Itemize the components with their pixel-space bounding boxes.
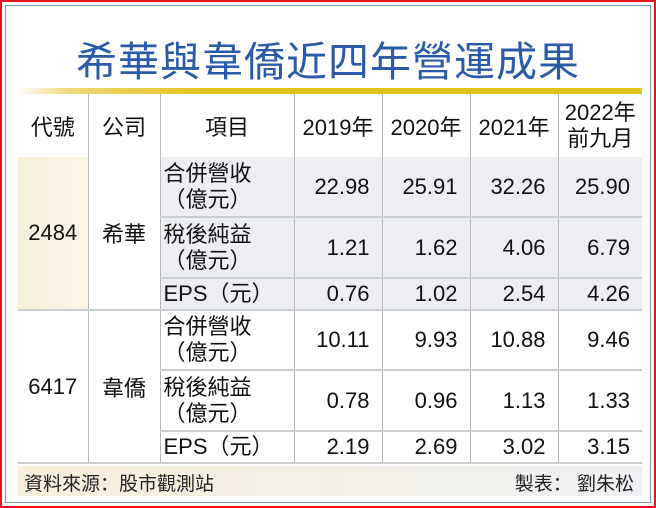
- item-label: 合併營收 （億元）: [159, 310, 295, 371]
- value-2019: 0.78: [293, 370, 383, 432]
- value-2021: 2.54: [469, 278, 559, 311]
- item-label: 合併營收 （億元）: [159, 157, 295, 218]
- item-line2: （億元）: [163, 186, 252, 212]
- item-label: EPS（元）: [159, 278, 295, 311]
- value-2021: 1.13: [469, 370, 559, 432]
- table-row: EPS（元） 2.19 2.69 3.02 3.15: [18, 431, 642, 464]
- value-2019: 1.21: [293, 217, 383, 279]
- footer-bar: 資料來源：股市觀測站 製表： 劉朱松: [18, 466, 642, 496]
- header-code: 代號: [18, 94, 89, 157]
- value-2021: 32.26: [469, 157, 559, 218]
- value-2019: 2.19: [293, 431, 383, 464]
- table-row: 稅後純益 （億元） 1.21 1.62 4.06 6.79: [18, 217, 642, 279]
- value-2020: 0.96: [381, 370, 471, 432]
- header-item: 項目: [159, 94, 295, 157]
- chart-title: 希華與韋僑近四年營運成果: [76, 39, 580, 85]
- table-row: 6417 韋僑 合併營收 （億元） 10.11 9.93 10.88 9.46: [18, 310, 642, 464]
- header-2022-line2: 前九月: [567, 125, 634, 151]
- header-row: 代號 公司 項目 2019年 2020年 2021年 2022年 前九月: [18, 94, 642, 157]
- header-2021: 2021年: [469, 94, 559, 157]
- item-line1: 稅後純益: [163, 374, 252, 400]
- item-label: 稅後純益 （億元）: [159, 370, 295, 432]
- header-2020: 2020年: [381, 94, 471, 157]
- value-2020: 9.93: [381, 310, 471, 371]
- value-2021: 10.88: [469, 310, 559, 371]
- item-label: 稅後純益 （億元）: [159, 217, 295, 279]
- item-line1: 合併營收: [163, 160, 252, 186]
- value-2019: 10.11: [293, 310, 383, 371]
- header-2022-line1: 2022年: [564, 99, 636, 125]
- value-2020: 2.69: [381, 431, 471, 464]
- gold-divider: [18, 88, 642, 94]
- company-code: 6417: [18, 310, 89, 464]
- value-2020: 1.62: [381, 217, 471, 279]
- header-2019: 2019年: [293, 94, 383, 157]
- company-name: 希華: [87, 157, 161, 311]
- inner-frame: 希華與韋僑近四年營運成果 代號 公司 項目 2019年 2020年 2021年 …: [5, 5, 651, 503]
- table-row: EPS（元） 0.76 1.02 2.54 4.26: [18, 278, 642, 311]
- value-2019: 22.98: [293, 157, 383, 218]
- table-row: 稅後純益 （億元） 0.78 0.96 1.13 1.33: [18, 370, 642, 432]
- value-2022-9m: 25.90: [557, 157, 642, 218]
- item-line2: （億元）: [163, 247, 252, 273]
- item-line2: （億元）: [163, 400, 252, 426]
- data-source: 資料來源：股市觀測站: [24, 474, 215, 495]
- item-line2: （億元）: [163, 340, 252, 365]
- header-company: 公司: [87, 94, 161, 157]
- value-2022-9m: 9.46: [557, 310, 642, 371]
- value-2022-9m: 1.33: [557, 370, 642, 432]
- value-2020: 25.91: [381, 157, 471, 218]
- table-row: 2484 希華 合併營收 （億元） 22.98 25.91 32.26 25.9…: [18, 157, 642, 311]
- table-credit: 製表： 劉朱松: [514, 474, 634, 495]
- value-2020: 1.02: [381, 278, 471, 311]
- header-2022-9m: 2022年 前九月: [557, 94, 642, 157]
- company-code: 2484: [18, 157, 89, 311]
- value-2019: 0.76: [293, 278, 383, 311]
- value-2022-9m: 6.79: [557, 217, 642, 279]
- data-table: 代號 公司 項目 2019年 2020年 2021年 2022年 前九月 248…: [18, 94, 642, 464]
- item-label: EPS（元）: [159, 431, 295, 464]
- value-2022-9m: 3.15: [557, 431, 642, 464]
- item-line1: 合併營收: [163, 314, 252, 339]
- value-2021: 4.06: [469, 217, 559, 279]
- value-2022-9m: 4.26: [557, 278, 642, 311]
- item-line1: 稅後純益: [163, 221, 252, 247]
- company-name: 韋僑: [87, 310, 161, 464]
- value-2021: 3.02: [469, 431, 559, 464]
